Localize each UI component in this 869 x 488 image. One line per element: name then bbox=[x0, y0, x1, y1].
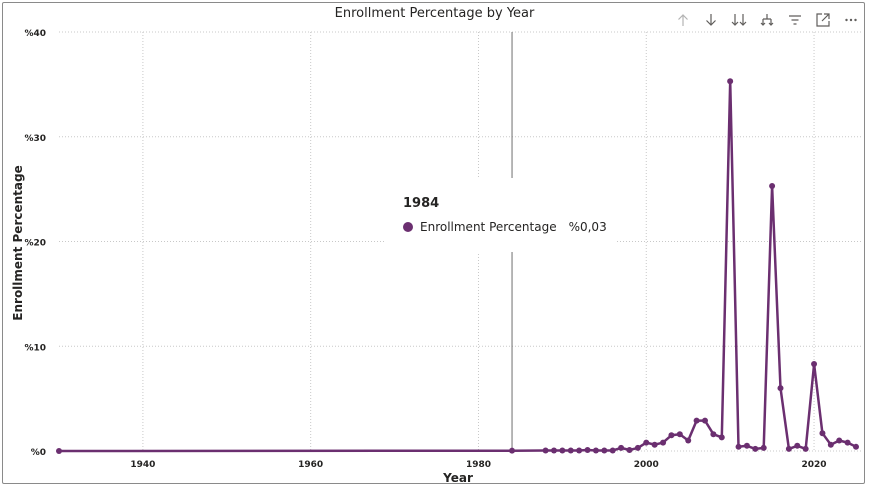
data-point-marker[interactable] bbox=[618, 444, 625, 451]
drill-up-icon[interactable] bbox=[669, 9, 697, 31]
y-tick-label: %10 bbox=[24, 343, 46, 353]
data-point-marker[interactable] bbox=[769, 182, 776, 189]
data-point-marker[interactable] bbox=[785, 445, 792, 452]
more-options-icon[interactable] bbox=[837, 9, 865, 31]
data-point-marker[interactable] bbox=[743, 442, 750, 449]
data-point-marker[interactable] bbox=[701, 417, 708, 424]
data-point-marker[interactable] bbox=[844, 439, 851, 446]
data-point-marker[interactable] bbox=[853, 443, 859, 450]
data-point-marker[interactable] bbox=[819, 430, 826, 437]
data-point-marker[interactable] bbox=[727, 78, 734, 85]
x-tick-label: 2020 bbox=[802, 460, 827, 470]
x-tick-label: 1940 bbox=[130, 460, 155, 470]
focus-mode-icon[interactable] bbox=[809, 9, 837, 31]
legend-dot-icon bbox=[403, 222, 413, 232]
data-point-marker[interactable] bbox=[509, 447, 516, 454]
tooltip-year: 1984 bbox=[403, 196, 440, 211]
data-point-marker[interactable] bbox=[567, 447, 574, 454]
series-markers bbox=[56, 78, 859, 454]
chart-title: Enrollment Percentage by Year bbox=[334, 6, 535, 21]
tooltip-value: %0,03 bbox=[568, 220, 607, 234]
x-tick-label: 1980 bbox=[466, 460, 491, 470]
data-point-marker[interactable] bbox=[760, 444, 767, 451]
drill-down-icon[interactable] bbox=[697, 9, 725, 31]
data-tooltip: 1984 Enrollment Percentage %0,03 bbox=[385, 178, 617, 252]
data-point-marker[interactable] bbox=[802, 445, 809, 452]
expand-all-down-icon[interactable] bbox=[725, 9, 753, 31]
data-point-marker[interactable] bbox=[794, 442, 801, 449]
y-axis: %0 %10 %20 %30 %40 bbox=[24, 29, 46, 458]
y-tick-label: %30 bbox=[24, 134, 46, 144]
data-point-marker[interactable] bbox=[550, 447, 557, 454]
series-line[interactable] bbox=[58, 79, 857, 453]
data-point-marker[interactable] bbox=[827, 441, 834, 448]
data-point-marker[interactable] bbox=[576, 447, 583, 454]
data-point-marker[interactable] bbox=[777, 385, 784, 392]
data-point-marker[interactable] bbox=[56, 448, 62, 454]
y-tick-label: %20 bbox=[24, 239, 46, 249]
data-point-marker[interactable] bbox=[592, 447, 599, 454]
x-axis-title: Year bbox=[442, 471, 473, 485]
data-point-marker[interactable] bbox=[710, 431, 717, 438]
data-point-marker[interactable] bbox=[693, 417, 700, 424]
y-axis-title: Enrollment Percentage bbox=[11, 165, 25, 320]
data-point-marker[interactable] bbox=[634, 444, 641, 451]
tooltip-row: Enrollment Percentage %0,03 bbox=[403, 220, 607, 234]
filter-icon[interactable] bbox=[781, 9, 809, 31]
data-point-marker[interactable] bbox=[752, 445, 759, 452]
x-axis: 1940 1960 1980 2000 2020 bbox=[130, 460, 826, 470]
data-point-marker[interactable] bbox=[735, 443, 742, 450]
data-point-marker[interactable] bbox=[643, 439, 650, 446]
data-point-marker[interactable] bbox=[811, 361, 818, 368]
tooltip-series-name: Enrollment Percentage bbox=[420, 220, 557, 234]
data-point-marker[interactable] bbox=[609, 447, 616, 454]
data-point-marker[interactable] bbox=[836, 437, 843, 444]
data-point-marker[interactable] bbox=[559, 447, 566, 454]
y-tick-label: %40 bbox=[24, 29, 46, 39]
x-tick-label: 2000 bbox=[634, 460, 659, 470]
expand-hierarchy-icon[interactable] bbox=[753, 9, 781, 31]
x-tick-label: 1960 bbox=[298, 460, 323, 470]
data-point-marker[interactable] bbox=[718, 434, 725, 441]
data-point-marker[interactable] bbox=[601, 447, 608, 454]
visual-header-toolbar bbox=[669, 9, 865, 31]
data-point-marker[interactable] bbox=[685, 437, 692, 444]
data-point-marker[interactable] bbox=[668, 432, 675, 439]
data-point-marker[interactable] bbox=[660, 439, 667, 446]
data-point-marker[interactable] bbox=[676, 431, 683, 438]
data-point-marker[interactable] bbox=[584, 446, 591, 453]
data-point-marker[interactable] bbox=[626, 446, 633, 453]
data-point-marker[interactable] bbox=[542, 447, 549, 454]
y-tick-label: %0 bbox=[31, 448, 46, 458]
data-point-marker[interactable] bbox=[651, 441, 658, 448]
